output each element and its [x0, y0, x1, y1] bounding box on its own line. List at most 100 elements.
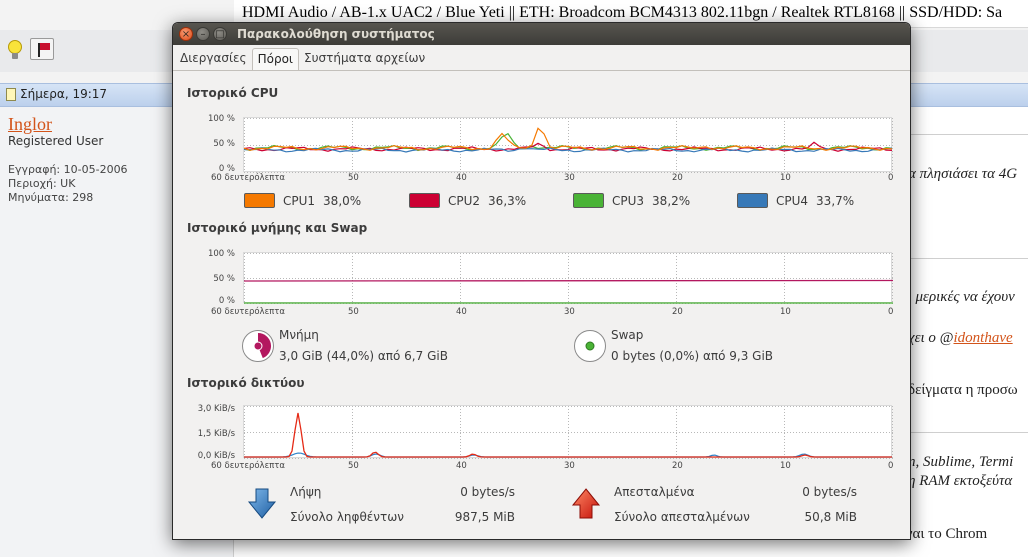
post-date-text: Σήμερα, 19:17 [20, 87, 108, 101]
receive-rate: 0 bytes/s [460, 485, 515, 499]
memory-value: 3,0 GiB (44,0%) από 6,7 GiB [279, 349, 448, 363]
cpu4-label: CPU4 [776, 193, 809, 208]
net-y-label-zero: 0,0 KiB/s [197, 451, 235, 461]
cpu1-label: CPU1 [283, 193, 316, 208]
mem-y-label-50: 50 % [213, 274, 235, 284]
send-label: Απεσταλμένα [614, 485, 695, 499]
cpu-y-label-50: 50 % [213, 139, 235, 149]
forum-post-icons [6, 38, 54, 62]
post-divider [910, 134, 1028, 135]
x-axis-label: 0 [888, 461, 894, 471]
cpu-graph-svg [244, 118, 893, 173]
x-axis-label: 10 [780, 173, 791, 183]
x-axis-label: 0 [888, 173, 894, 183]
receive-total-label: Σύνολο ληφθέντων [290, 510, 404, 524]
swap-usage-pie[interactable] [574, 330, 606, 362]
x-axis-label: 30 [564, 173, 575, 183]
system-monitor-window: × – □ Παρακολούθηση συστήματος Διεργασίε… [172, 22, 911, 540]
tab-resources[interactable]: Πόροι [251, 48, 299, 70]
memory-graph-svg [244, 253, 893, 304]
send-total-label: Σύνολο απεσταλμένων [614, 510, 750, 524]
post-snippet: α πλησιάσει τα 4G [908, 166, 1018, 182]
send-trace [244, 412, 892, 458]
post-snippet: χει ο @idonthave [908, 330, 1013, 347]
cpu-history-title: Ιστορικό CPU [187, 86, 279, 100]
x-axis-label: 40 [456, 307, 467, 317]
x-axis-label: 50 [348, 307, 359, 317]
memory-usage-pie[interactable] [242, 330, 274, 362]
cpu-y-label-100: 100 % [207, 114, 235, 124]
user-post-count: Μηνύματα: 298 [8, 191, 94, 204]
cpu2-color-swatch[interactable] [409, 193, 440, 208]
tab-processes[interactable]: Διεργασίες [180, 51, 247, 65]
x-axis-label: 20 [672, 173, 683, 183]
receive-total: 987,5 MiB [454, 510, 515, 524]
memory-history-title: Ιστορικό μνήμης και Swap [187, 221, 368, 235]
user-role: Registered User [8, 134, 104, 148]
cpu-y-label-0: 0 % [218, 164, 235, 174]
memory-pie-svg [253, 333, 272, 359]
memory-pie-slice [258, 333, 272, 359]
cpu4-trace [244, 147, 893, 153]
swap-value: 0 bytes (0,0%) από 9,3 GiB [611, 349, 774, 363]
tab-file-systems[interactable]: Συστήματα αρχείων [303, 51, 426, 65]
cpu2-value: 36,3% [488, 193, 527, 208]
swap-pie-svg [585, 341, 595, 351]
legend-cpu1[interactable]: CPU1 38,0% [244, 193, 361, 208]
tab-bar: Διεργασίες Πόροι Συστήματα αρχείων [173, 45, 910, 71]
cpu1-trace [244, 127, 893, 151]
report-flag-icon[interactable] [30, 38, 54, 60]
maximize-window-button[interactable]: □ [213, 27, 227, 41]
mem-y-label-0: 0 % [218, 296, 235, 306]
cpu1-color-swatch[interactable] [244, 193, 275, 208]
close-window-button[interactable]: × [179, 27, 193, 41]
swap-label: Swap [611, 328, 644, 342]
network-history-title: Ιστορικό δικτύου [187, 376, 305, 390]
network-graph-svg [244, 406, 893, 459]
lightbulb-icon[interactable] [6, 38, 24, 62]
mention-link[interactable]: idonthave [953, 330, 1013, 346]
receive-label: Λήψη [290, 485, 322, 499]
cpu1-value: 38,0% [323, 193, 362, 208]
username-link[interactable]: Inglor [8, 114, 52, 134]
net-y-label-mid: 1,5 KiB/s [197, 429, 235, 439]
swap-dot [585, 341, 595, 351]
memory-pie-center [253, 341, 263, 351]
post-snippet: δείγματα η προσω [908, 382, 1018, 398]
network-history-graph [243, 405, 893, 459]
post-date: Σήμερα, 19:17 [6, 87, 107, 101]
cpu4-value: 33,7% [816, 193, 855, 208]
legend-cpu2[interactable]: CPU2 36,3% [409, 193, 526, 208]
post-snippet-text: είναι το Chrom [891, 526, 988, 542]
post-snippet: η RAM εκτοξεύτα [908, 473, 1013, 489]
mem-y-label-100: 100 % [207, 249, 235, 259]
x-axis-label: 60 δευτερόλεπτα [211, 307, 286, 317]
post-divider [910, 432, 1028, 433]
memory-history-graph [243, 252, 893, 304]
window-titlebar[interactable]: × – □ Παρακολούθηση συστήματος [173, 23, 910, 45]
legend-cpu4[interactable]: CPU4 33,7% [737, 193, 854, 208]
post-snippet: n, Sublime, Termi [908, 454, 1014, 470]
cpu3-color-swatch[interactable] [573, 193, 604, 208]
x-axis-label: 40 [456, 173, 467, 183]
x-axis-label: 10 [780, 307, 791, 317]
cpu4-color-swatch[interactable] [737, 193, 768, 208]
x-axis-label: 60 δευτερόλεπτα [211, 461, 286, 471]
send-rate: 0 bytes/s [802, 485, 857, 499]
user-joined: Εγγραφή: 10-05-2006 [8, 163, 128, 176]
upload-arrow-icon [571, 488, 601, 519]
x-axis-label: 40 [456, 461, 467, 471]
post-divider [910, 258, 1028, 259]
send-total: 50,8 MiB [804, 510, 857, 524]
x-axis-label: 20 [672, 461, 683, 471]
x-axis-label: 50 [348, 461, 359, 471]
x-axis-label: 60 δευτερόλεπτα [211, 173, 286, 183]
post-document-icon [6, 87, 16, 101]
post-snippet-text: χει ο @ [908, 330, 954, 346]
x-axis-label: 0 [888, 307, 894, 317]
minimize-window-button[interactable]: – [196, 27, 210, 41]
x-axis-label: 50 [348, 173, 359, 183]
x-axis-label: 20 [672, 307, 683, 317]
legend-cpu3[interactable]: CPU3 38,2% [573, 193, 690, 208]
user-details: Εγγραφή: 10-05-2006 Περιοχή: UK Μηνύματα… [8, 163, 128, 205]
